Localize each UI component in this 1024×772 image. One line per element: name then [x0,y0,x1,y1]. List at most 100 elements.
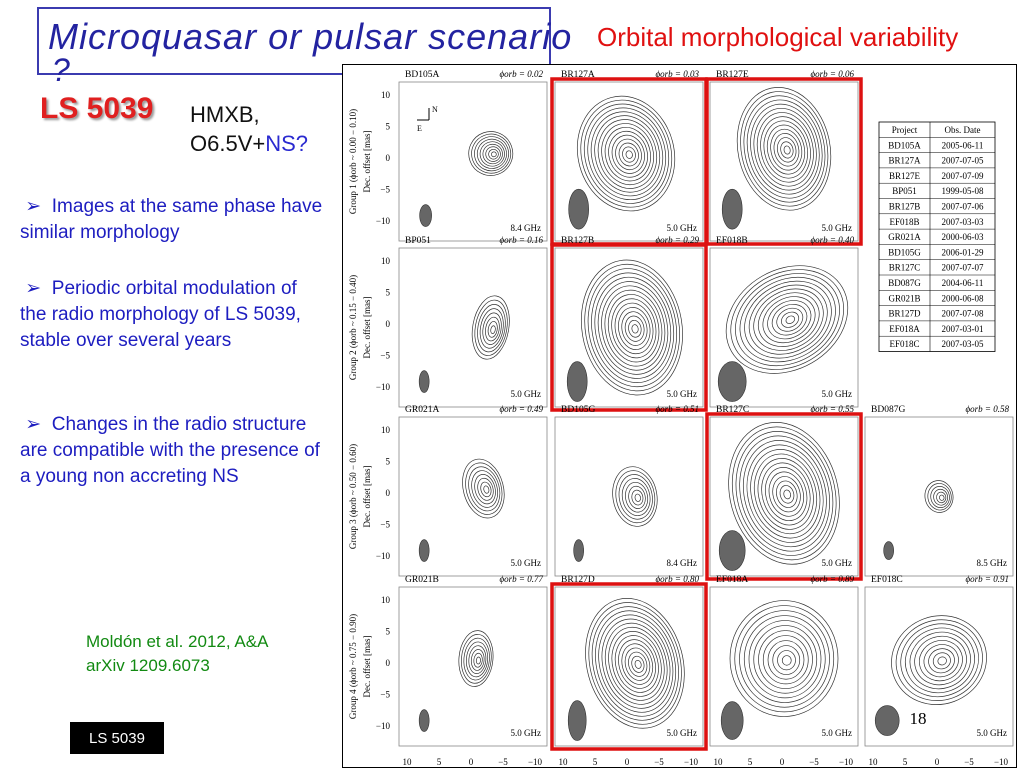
radio-contour [776,137,797,163]
panel-phase-label: ϕorb = 0.40 [811,235,855,245]
panel-phase-label: ϕorb = 0.91 [966,574,1009,584]
radio-contour [933,488,949,506]
panel-phase-label: ϕorb = 0.77 [500,574,544,584]
y-tick-label: 5 [386,627,391,637]
radio-contour [772,645,801,675]
beam-ellipse [883,541,894,560]
radio-contour [604,622,668,705]
panel-phase-label: ϕorb = 0.49 [500,404,544,414]
radio-contour [597,281,669,375]
x-tick-label: 5 [903,757,908,767]
panel-phase-label: ϕorb = 0.29 [656,235,700,245]
radio-contour [776,307,804,332]
panel-frequency-label: 5.0 GHz [667,223,698,233]
radio-contour [618,307,651,350]
radio-contour [773,133,800,167]
y-tick-label: −10 [376,382,391,392]
object-type-line2: O6.5V+NS? [190,131,308,157]
x-tick-label: −5 [964,757,974,767]
panel-phase-label: ϕorb = 0.06 [811,69,855,79]
table-cell: 2007-07-07 [942,263,984,273]
panel-frequency-label: 8.4 GHz [667,558,698,568]
slide-title-tail: ? [52,52,70,88]
object-type-prefix: O6.5V+ [190,131,266,156]
radio-contour [736,87,832,211]
group-label: Group 2 (ϕorb ~ 0.15 − 0.40) [348,275,358,380]
radio-contour [628,319,642,338]
radio-contour [746,444,824,543]
radio-contour [595,610,677,717]
footer-label: LS 5039 [70,722,164,754]
table-cell: 2007-07-05 [942,156,984,166]
y-tick-label: 10 [381,256,391,266]
radio-contour [783,489,792,500]
y-tick-label: −5 [380,351,390,361]
y-tick-label: −10 [376,721,391,731]
radio-contour [477,477,494,501]
object-type-line1: HMXB, [190,102,260,127]
radio-contour [480,481,492,498]
radio-contour [604,289,663,367]
radio-contour [927,483,952,511]
beam-ellipse [418,370,430,393]
x-tick-label: 10 [403,757,413,767]
radio-contour [587,107,667,201]
compass-east-label: E [417,124,422,133]
radio-contour [597,119,657,189]
y-tick-label: 0 [386,153,391,163]
group-label: Group 4 (ϕorb ~ 0.75 − 0.90) [348,614,358,719]
radio-contour [465,641,489,678]
bullet-arrow-icon: ➢ [25,196,42,217]
table-cell: 2007-07-08 [942,309,984,319]
x-tick-label: 5 [593,757,598,767]
x-tick-label: −10 [528,757,543,767]
radio-contour [608,626,665,701]
radio-contour [594,115,661,193]
table-cell: BP051 [892,186,917,196]
panel-frequency-label: 5.0 GHz [822,728,853,738]
radio-contour [576,95,676,212]
panel-phase-label: ϕorb = 0.80 [656,574,700,584]
radio-contour [753,453,818,535]
radio-contour [750,103,820,195]
radio-contour [474,474,496,505]
x-tick-label: 10 [714,757,724,767]
radio-contour [471,470,499,508]
radio-contour [744,280,832,359]
radio-contour [760,116,811,183]
table-cell: BR127C [889,263,921,273]
radio-contour [615,470,656,524]
radio-contour [628,651,648,677]
radio-contour [923,644,959,678]
radio-contour [731,426,837,561]
table-cell: 1999-05-08 [942,186,984,196]
radio-contour [936,491,947,504]
x-tick-label: 0 [935,757,940,767]
table-cell: GR021A [888,232,921,242]
radio-contour [622,146,636,163]
table-cell: BR127B [889,202,921,212]
observation-table [878,121,996,352]
radio-contour [765,467,808,521]
radio-contour [631,324,639,334]
radio-contour [767,640,805,680]
radio-contour [614,302,654,355]
panel-phase-label: ϕorb = 0.03 [656,69,700,79]
panel-frequency-label: 8.4 GHz [511,223,542,233]
radio-contour [598,614,674,713]
radio-contour [757,458,814,530]
radio-contour [743,615,826,703]
radio-contour [615,138,642,171]
highlight-frame [705,412,863,581]
radio-contour [900,623,979,698]
radio-contour [474,136,509,172]
radio-contour [909,631,971,690]
radio-contour [460,634,492,684]
radio-contour [905,627,975,694]
y-tick-label: −10 [376,551,391,561]
panel-phase-label: ϕorb = 0.02 [500,69,544,79]
beam-ellipse [418,709,430,732]
radio-contour [618,639,656,689]
table-header-cell: Project [892,125,918,135]
panel-project-label: BD105A [405,70,439,80]
